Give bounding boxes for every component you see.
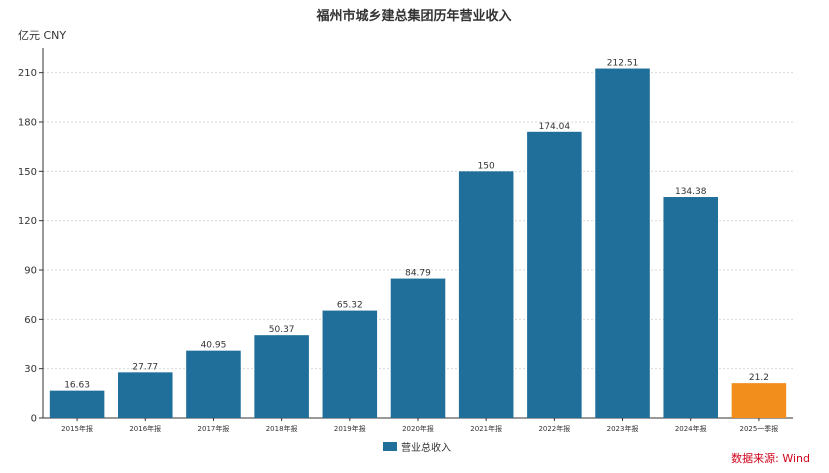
bars (49, 68, 787, 418)
bar (527, 131, 582, 418)
data-label: 21.2 (749, 373, 769, 383)
x-tick-label: 2024年报 (675, 424, 707, 433)
x-tick-label: 2019年报 (334, 424, 366, 433)
data-label: 150 (478, 161, 495, 171)
x-tick-label: 2022年报 (538, 424, 570, 433)
legend: 营业总收入 (383, 441, 451, 454)
bar (118, 372, 173, 418)
data-label: 16.63 (64, 381, 90, 391)
y-tick-label: 180 (18, 118, 37, 129)
x-tick-label: 2023年报 (607, 424, 639, 433)
data-label: 174.04 (539, 122, 571, 132)
bar (458, 171, 514, 418)
y-tick-label: 150 (18, 167, 37, 178)
data-label: 40.95 (201, 341, 227, 351)
bar (322, 310, 378, 418)
y-tick-label: 120 (18, 216, 37, 227)
bar (663, 197, 718, 418)
source-note: 数据来源: Wind (731, 451, 810, 465)
bar (731, 383, 787, 418)
bar (186, 350, 241, 418)
y-tick-label: 30 (24, 364, 37, 375)
y-tick-label: 210 (18, 68, 37, 79)
x-tick-label: 2021年报 (470, 424, 502, 433)
data-label: 84.79 (405, 269, 431, 279)
bar (595, 68, 650, 418)
y-tick-label: 60 (24, 315, 37, 326)
y-axis-unit-label: 亿元 CNY (18, 29, 66, 42)
legend-swatch (383, 442, 397, 451)
data-label: 65.32 (337, 301, 363, 311)
data-label: 134.38 (675, 187, 707, 197)
x-tick-label: 2016年报 (129, 424, 161, 433)
y-tick-label: 0 (31, 414, 37, 425)
bar (49, 390, 105, 418)
data-label: 212.51 (607, 59, 639, 69)
x-tick-label: 2017年报 (198, 424, 230, 433)
data-label: 50.37 (269, 325, 295, 335)
y-tick-label: 90 (24, 266, 37, 277)
x-tick-label: 2025一季报 (739, 424, 778, 433)
x-tick-label: 2015年报 (61, 424, 93, 433)
legend-label: 营业总收入 (401, 441, 451, 454)
x-tick-label: 2018年报 (266, 424, 298, 433)
x-tick-label: 2020年报 (402, 424, 434, 433)
y-axis-ticks: 0 30 60 90 120 150 180 210 (18, 68, 43, 425)
data-label: 27.77 (132, 362, 158, 372)
data-labels: 16.63 27.77 40.95 50.37 65.32 84.79 150 174.04 2… (64, 59, 769, 391)
chart-title: 福州市城乡建总集团历年营业收入 (315, 8, 511, 24)
bar (390, 278, 446, 418)
x-axis-ticks: 2015年报 2016年报 2017年报 2018年报 2019年报 2020年报 2021… (61, 418, 778, 433)
bar (254, 335, 309, 418)
